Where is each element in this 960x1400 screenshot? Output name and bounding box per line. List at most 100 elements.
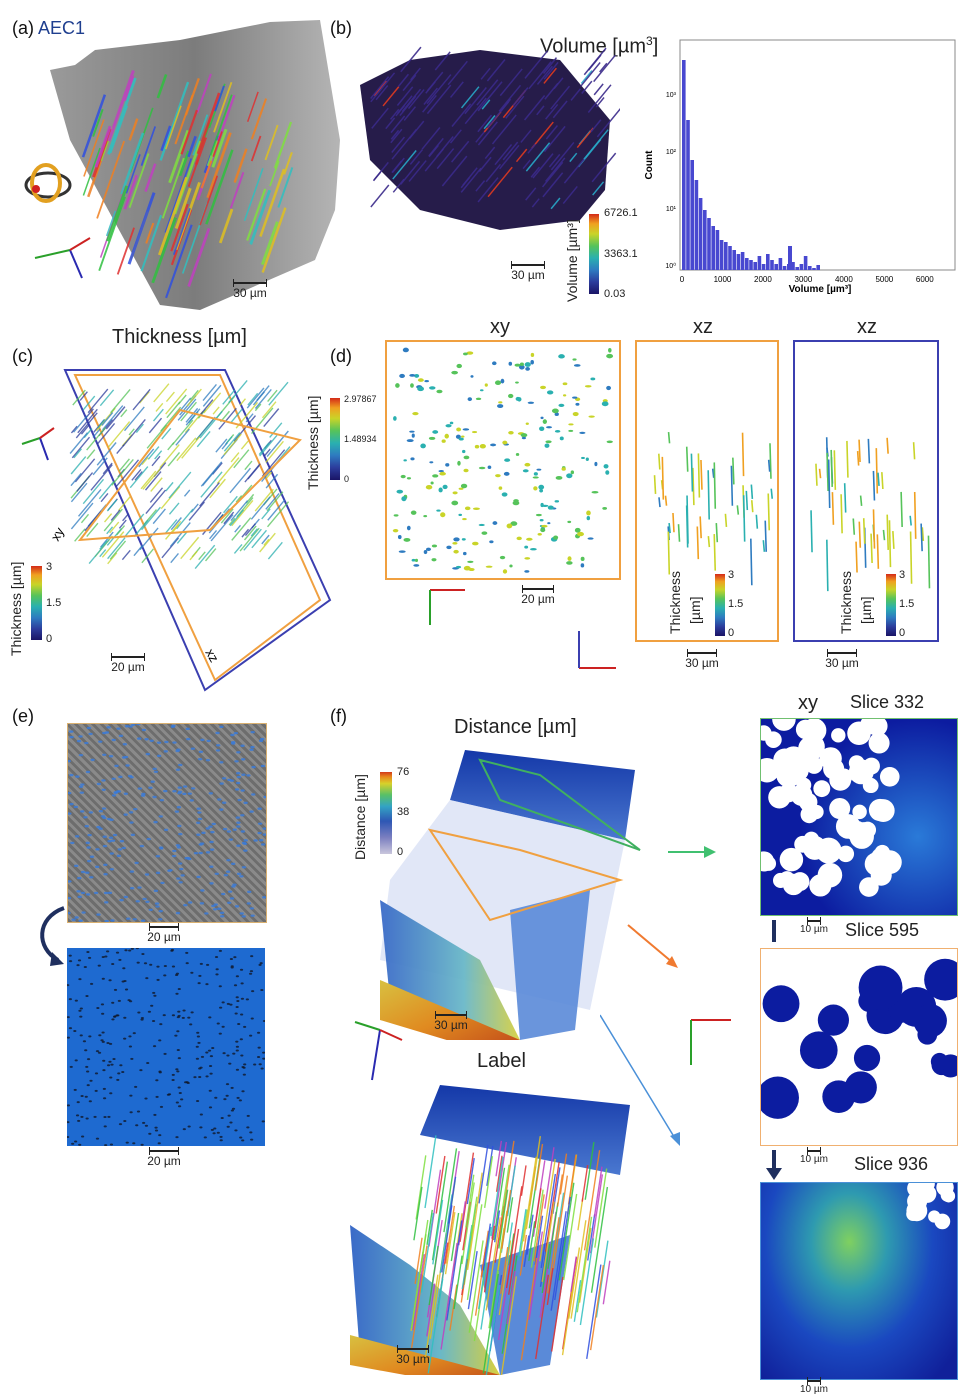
panel-f-scale-bottom: 30 µm <box>390 1345 436 1366</box>
axes-triad-icon <box>578 631 616 669</box>
view-xz-1-cb-mid: 1.5 <box>728 598 744 610</box>
view-xz-2-colorbar <box>886 574 896 636</box>
view-xz-1-title: xz <box>693 316 713 338</box>
slice-936-scale: 10 µm <box>794 1377 834 1395</box>
view-xy-title: xy <box>490 316 510 338</box>
slice-936-image <box>760 1182 958 1380</box>
panel-b-colorbar-label: Volume [µm³] <box>564 219 580 302</box>
slices-header: xy <box>798 692 818 714</box>
view-xz-2-cb-unit: [µm] <box>858 596 874 624</box>
svg-text:4000: 4000 <box>835 275 853 284</box>
view-xz-1-cb-unit: [µm] <box>687 596 703 624</box>
slice-332-image <box>760 718 958 916</box>
slice-arrows <box>600 846 716 1146</box>
panel-c-right-cb-min: 0 <box>344 474 350 484</box>
panel-c-left-cb-mid: 1.5 <box>46 597 62 609</box>
panel-b-title: Volume [µm3] <box>540 34 659 58</box>
panel-b-volume-render <box>360 46 620 230</box>
plane-xz-orange <box>73 374 322 682</box>
panel-c-left-colorbar <box>31 566 42 640</box>
axes-triad-icon <box>429 589 465 625</box>
sample-name: AEC1 <box>38 18 86 38</box>
slice-595-title: Slice 595 <box>845 920 920 940</box>
panel-b-colorbar <box>589 214 599 294</box>
svg-text:3000: 3000 <box>795 275 813 284</box>
panel-d-label: (d) <box>330 346 352 366</box>
panel-e-scale-top: 20 µm <box>142 923 186 944</box>
panel-f-label-title: Label <box>477 1050 526 1072</box>
down-arrow-icon <box>766 1150 782 1180</box>
panel-c-left-cb-label: Thickness [µm] <box>8 561 24 656</box>
panel-e-segmented-slice <box>66 947 267 1147</box>
svg-text:6000: 6000 <box>916 275 934 284</box>
view-xz-1-cb-max: 3 <box>728 569 735 581</box>
view-xz-1-scale-bar: 30 µm <box>680 649 724 670</box>
svg-text:xz: xz <box>202 646 221 665</box>
plane-xz-blue <box>63 369 332 692</box>
view-xz-2-cb-label: Thickness <box>838 570 854 634</box>
view-xz-2-cb-mid: 1.5 <box>899 598 915 610</box>
panel-f-cb-max: 76 <box>397 766 410 778</box>
panel-b-scale-bar: 30 µm <box>506 261 550 282</box>
panel-b-label: (b) <box>330 18 352 38</box>
panel-a-scale-bar: 30 µm <box>228 279 272 300</box>
panel-e-label: (e) <box>12 706 34 726</box>
axes-triad-icon <box>34 237 91 279</box>
svg-text:10²: 10² <box>666 149 677 156</box>
panel-c-right-colorbar <box>330 398 340 480</box>
panel-f-cb-mid: 38 <box>397 806 410 818</box>
volume-histogram: 0 1000 2000 3000 4000 5000 6000 10⁰ 10¹ 10² 10³ Co… <box>644 39 956 295</box>
panel-c-left-cb-max: 3 <box>46 561 53 573</box>
view-xz-1-colorbar <box>715 574 725 636</box>
slice-595-scale: 10 µm <box>794 1147 834 1165</box>
view-xz-1-cb-label: Thickness <box>667 570 683 634</box>
panel-f-scale-top: 30 µm <box>428 1011 474 1032</box>
slice-936-title: Slice 936 <box>854 1154 929 1174</box>
view-xy-scale-bar: 20 µm <box>516 585 560 606</box>
panel-a-label: (a) AEC1 <box>12 18 86 38</box>
panel-b-cb-min: 0.03 <box>604 288 626 300</box>
panel-f-label: (f) <box>330 706 347 726</box>
view-xy-frame <box>385 340 621 580</box>
panel-c-title: Thickness [µm] <box>112 326 247 348</box>
axes-triad-icon <box>21 427 55 461</box>
slice-332-title: Slice 332 <box>850 692 925 712</box>
panel-c-right-cb-mid: 1.48934 <box>344 434 377 444</box>
svg-text:10³: 10³ <box>666 92 677 99</box>
panel-c-thickness-render: xy xz <box>21 369 332 692</box>
svg-text:0: 0 <box>680 275 685 284</box>
histogram-xlabel: Volume [µm³] <box>789 284 852 295</box>
plane-xy-orange <box>77 408 302 542</box>
panel-c-right-cb-label: Thickness [µm] <box>305 395 321 490</box>
orientation-gizmo-icon <box>24 163 72 203</box>
panel-c-left-cb-min: 0 <box>46 633 53 645</box>
axes-triad-icon <box>690 1019 731 1065</box>
axes-triad-icon <box>354 1021 403 1081</box>
slice-332-scale: 10 µm <box>794 917 834 935</box>
curved-arrow-icon <box>40 906 65 966</box>
distance-map-3d <box>380 750 641 1040</box>
svg-text:5000: 5000 <box>875 275 893 284</box>
fiber-segments <box>81 69 294 299</box>
svg-text:2000: 2000 <box>754 275 772 284</box>
svg-text:10⁰: 10⁰ <box>665 262 676 270</box>
panel-f-colorbar <box>380 772 392 854</box>
view-xz-2-cb-max: 3 <box>899 569 906 581</box>
panel-c-right-cb-max: 2.97867 <box>344 394 377 404</box>
panel-f-cb-label: Distance [µm] <box>352 774 368 860</box>
view-xz-2-title: xz <box>857 316 877 338</box>
view-xz-1-cb-min: 0 <box>728 627 735 639</box>
histogram-ylabel: Count <box>644 150 655 180</box>
svg-text:1000: 1000 <box>714 275 732 284</box>
panel-b-cb-mid: 3363.1 <box>604 248 638 260</box>
panel-a-3d-volume <box>24 20 340 310</box>
view-xz-2-scale-bar: 30 µm <box>820 649 864 670</box>
svg-text:xy: xy <box>48 524 68 543</box>
label-map-3d <box>350 1085 630 1375</box>
panel-e-grayscale-slice <box>66 722 268 923</box>
volume-segments <box>370 46 620 210</box>
view-xz-2-frame <box>793 340 939 642</box>
panel-e-scale-bottom: 20 µm <box>142 1147 186 1168</box>
panel-f-distance-title: Distance [µm] <box>454 716 577 738</box>
slice-595-image <box>760 948 958 1146</box>
